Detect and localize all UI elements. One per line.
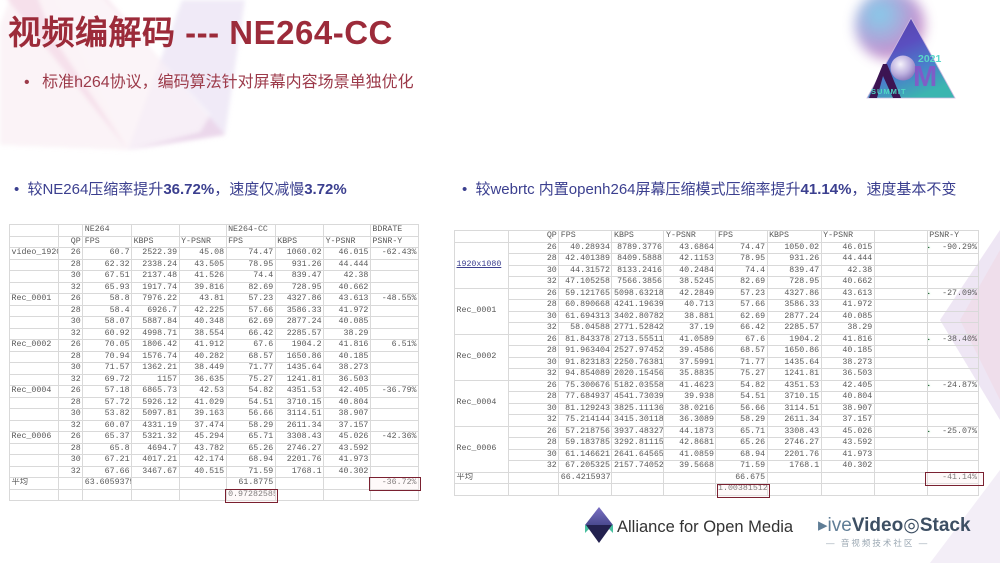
svg-text:SUMMIT: SUMMIT <box>871 87 907 96</box>
svg-text:M: M <box>913 61 937 93</box>
